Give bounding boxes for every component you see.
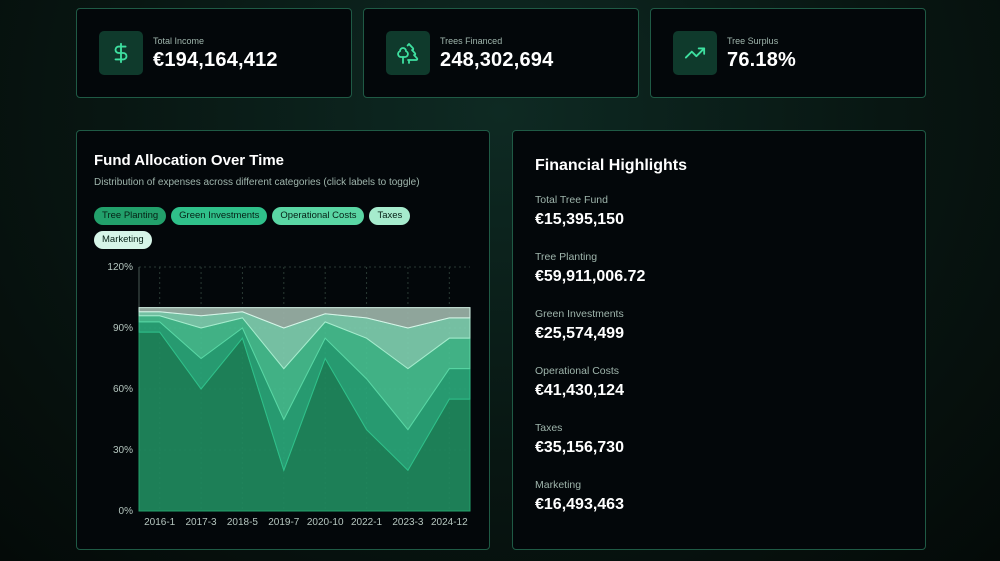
highlight-operational-costs: Operational Costs €41,430,124 [535,365,624,400]
highlight-value: €25,574,499 [535,325,624,342]
highlight-value: €15,395,150 [535,211,624,228]
stat-label: Trees Financed [440,36,503,46]
highlight-label: Total Tree Fund [535,194,608,206]
fund-allocation-panel: Fund Allocation Over Time Distribution o… [76,130,490,550]
stat-card-trees-financed: Trees Financed 248,302,694 [363,8,639,98]
highlight-total-tree-fund: Total Tree Fund €15,395,150 [535,194,624,229]
area-series-marketing [138,307,471,329]
highlight-value: €59,911,006.72 [535,268,646,285]
legend-chip-green-investments[interactable]: Green Investments [171,207,268,225]
x-tick-label: 2016-1 [144,517,176,528]
chart-title: Fund Allocation Over Time [94,152,285,169]
highlight-green-investments: Green Investments €25,574,499 [535,308,624,343]
x-tick-label: 2020-10 [307,517,344,528]
x-tick-label: 2018-5 [227,517,259,528]
legend-chip-operational-costs[interactable]: Operational Costs [272,207,365,225]
chart-legend: Tree Planting Green Investments Operatio… [94,207,454,249]
trending-up-icon [673,31,717,75]
stat-card-total-income: Total Income €194,164,412 [76,8,352,98]
highlights-title: Financial Highlights [535,157,688,174]
highlight-label: Operational Costs [535,365,620,377]
highlight-label: Taxes [535,422,563,434]
highlight-marketing: Marketing €16,493,463 [535,479,624,514]
highlight-label: Marketing [535,479,582,491]
stat-card-tree-surplus: Tree Surplus 76.18% [650,8,926,98]
x-tick-label: 2023-3 [392,517,424,528]
chart-subtitle: Distribution of expenses across differen… [94,177,420,188]
stat-value: 248,302,694 [440,49,554,71]
highlight-tree-planting: Tree Planting €59,911,006.72 [535,251,645,286]
trees-icon [386,31,430,75]
highlight-label: Tree Planting [535,251,598,263]
y-tick-label: 120% [107,262,133,273]
stat-value: €194,164,412 [153,49,278,71]
stat-label: Total Income [153,36,205,46]
x-tick-label: 2017-3 [185,517,217,528]
y-tick-label: 60% [113,384,133,395]
highlight-value: €35,156,730 [535,439,624,456]
y-tick-label: 0% [119,506,134,517]
stat-label: Tree Surplus [727,36,779,46]
y-tick-label: 30% [113,445,133,456]
highlight-value: €16,493,463 [535,496,624,513]
dollar-icon [99,31,143,75]
fund-allocation-chart: 0% 30% 60% 90% 120% 2016-1 2017-3 2018-5 2019-7 2… [107,262,471,528]
highlight-taxes: Taxes €35,156,730 [535,422,624,457]
financial-highlights-panel: Financial Highlights Total Tree Fund €15… [512,130,926,550]
x-tick-label: 2024-12 [431,517,468,528]
legend-chip-taxes[interactable]: Taxes [369,207,411,225]
x-tick-label: 2019-7 [268,517,300,528]
stat-value: 76.18% [727,49,797,71]
highlight-value: €41,430,124 [535,382,624,399]
y-tick-label: 90% [113,323,133,334]
legend-chip-marketing[interactable]: Marketing [94,231,152,249]
highlight-label: Green Investments [535,308,624,320]
legend-chip-tree-planting[interactable]: Tree Planting [94,207,167,225]
x-tick-label: 2022-1 [351,517,383,528]
